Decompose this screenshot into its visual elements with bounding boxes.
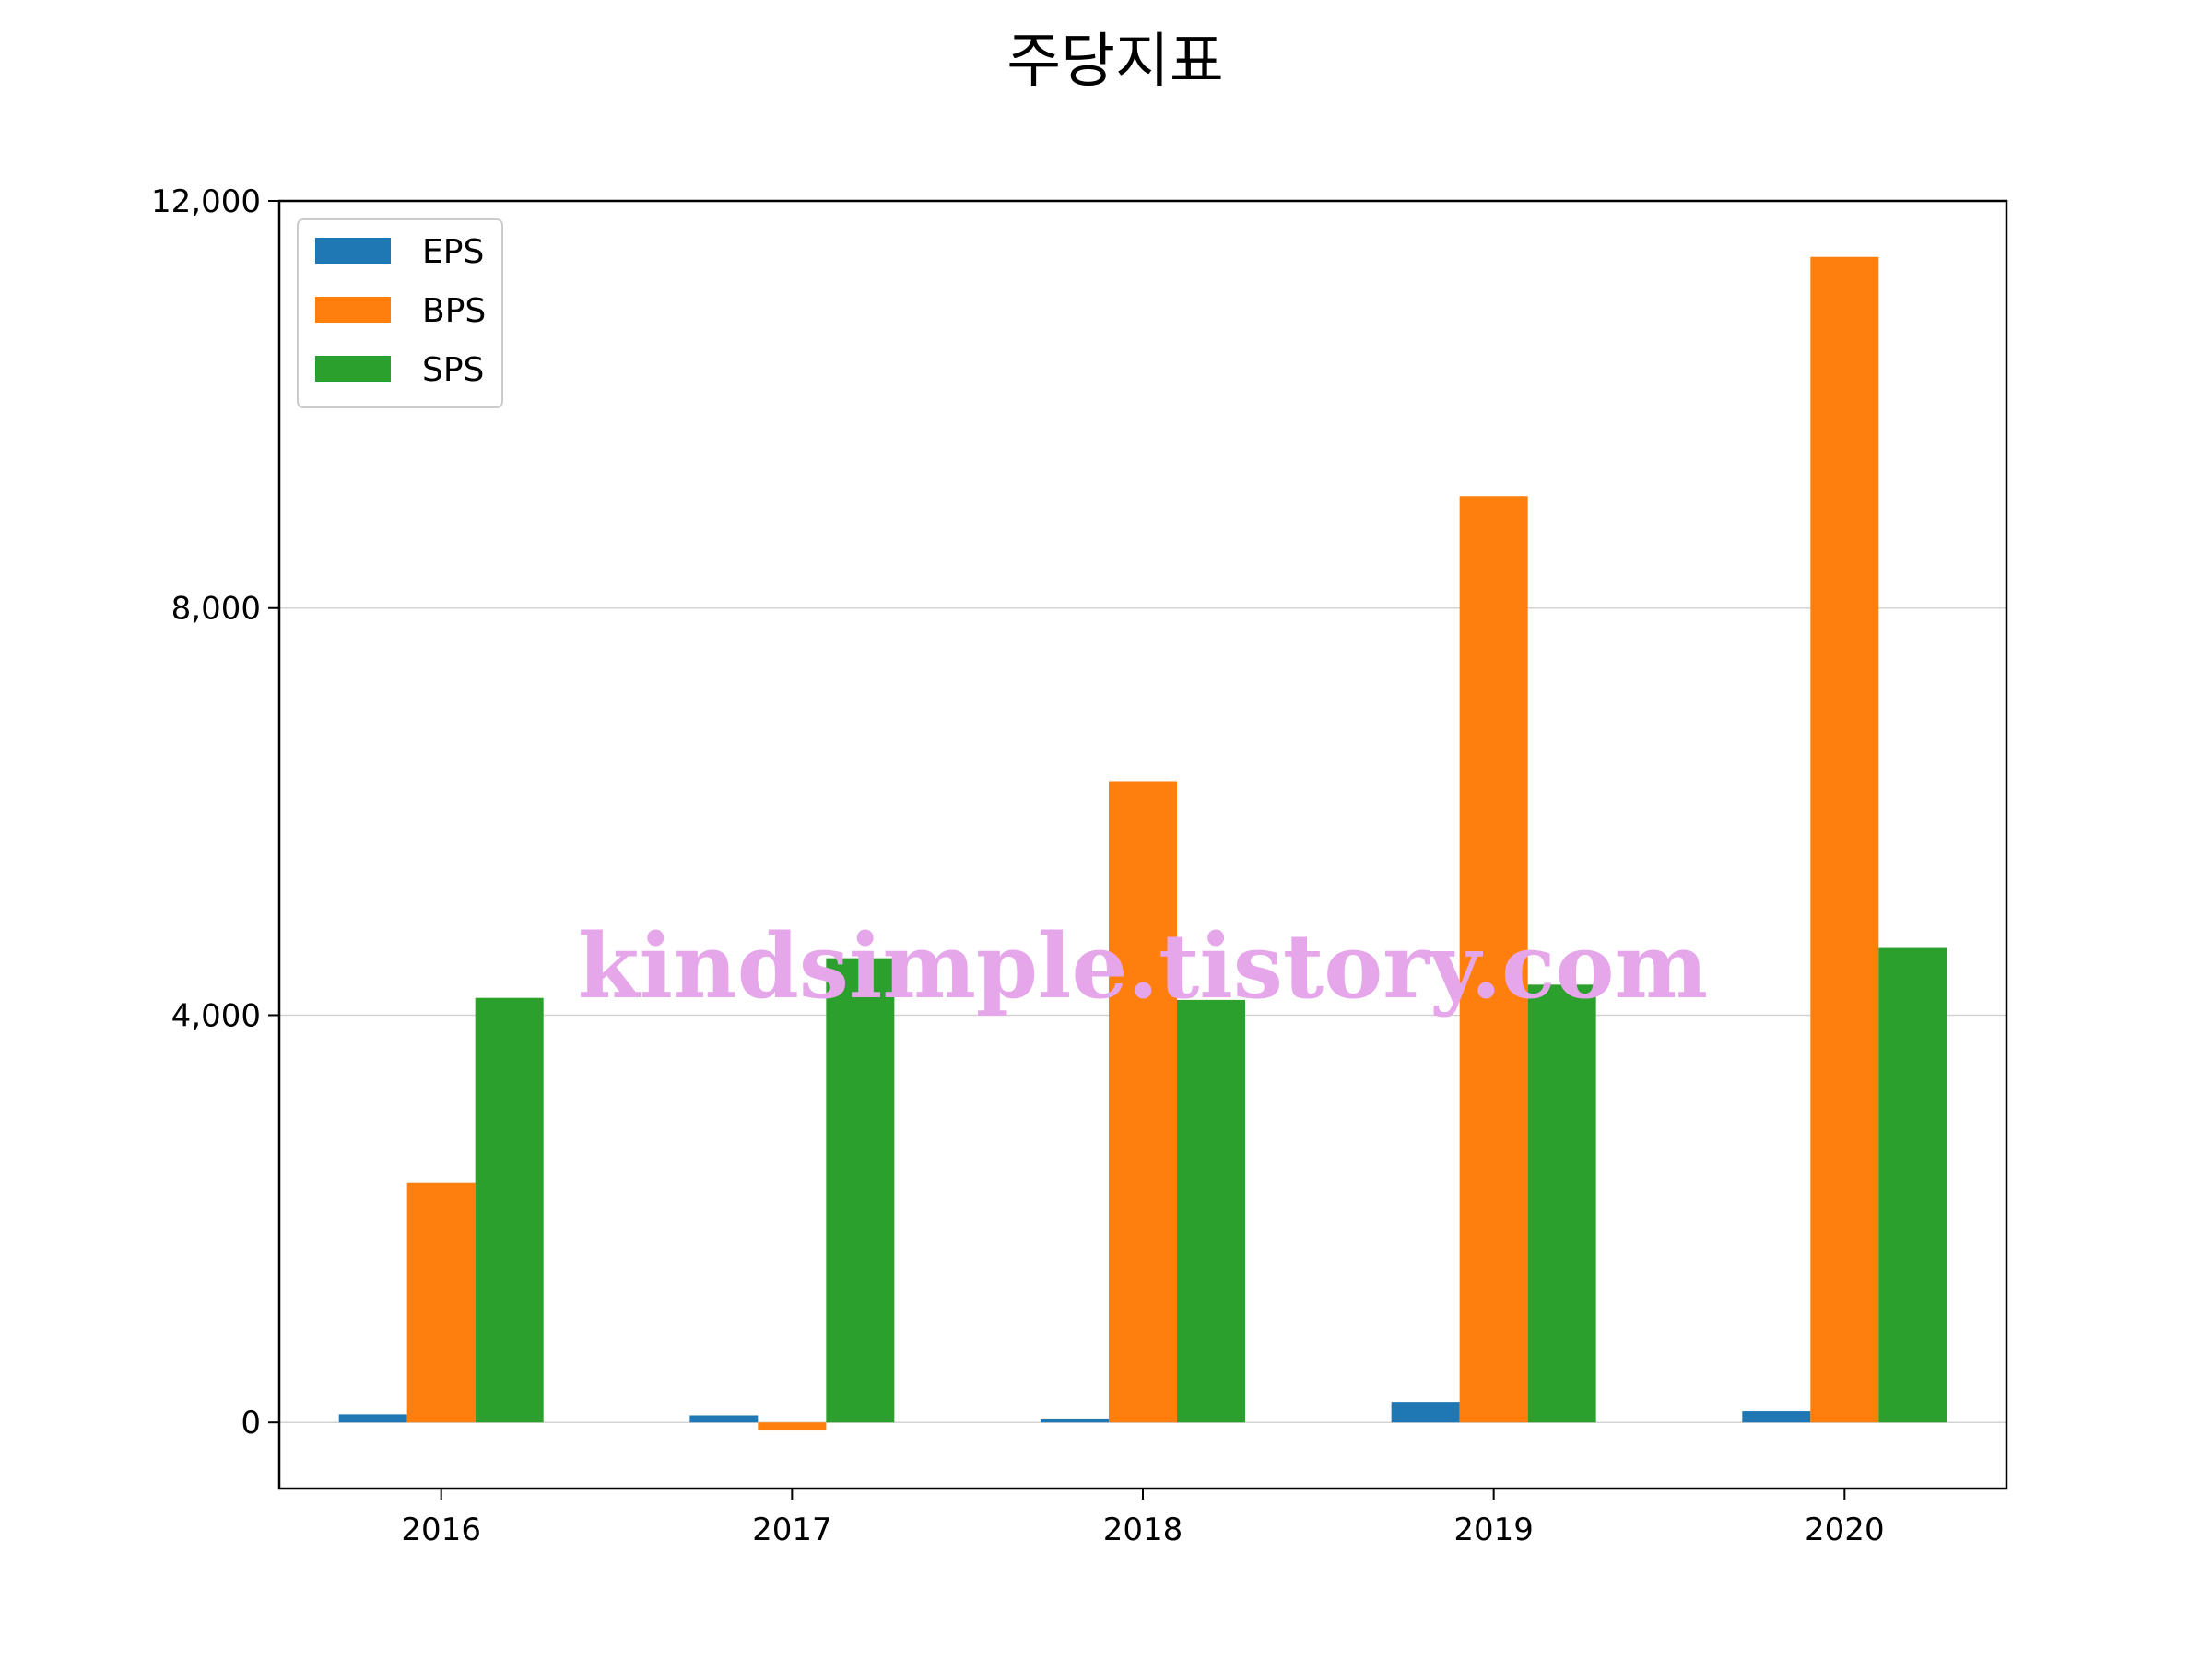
legend: EPS BPS SPS: [297, 218, 503, 408]
bar-sps-2016: [475, 997, 544, 1423]
legend-label-bps: BPS: [422, 292, 486, 330]
bar-eps-2016: [338, 1414, 407, 1423]
bar-sps-2019: [1527, 984, 1596, 1423]
legend-label-sps: SPS: [422, 351, 484, 389]
bar-bps-2020: [1810, 256, 1879, 1423]
bars: [338, 256, 1947, 1431]
bar-sps-2018: [1177, 999, 1245, 1423]
plot-frame: [277, 199, 2008, 1490]
bar-bps-2018: [1109, 781, 1177, 1423]
x-tick-label: 2018: [1103, 1512, 1183, 1548]
bar-eps-2018: [1041, 1418, 1109, 1423]
bar-eps-2017: [689, 1415, 759, 1423]
y-tick-label: 4,000: [171, 997, 261, 1034]
x-tick-label: 2017: [752, 1512, 832, 1548]
x-tick-label: 2016: [401, 1512, 481, 1548]
y-tick-label: 12,000: [151, 183, 261, 220]
bar-sps-2020: [1878, 947, 1947, 1423]
x-tick-label: 2020: [1805, 1512, 1885, 1548]
bar-eps-2020: [1742, 1411, 1811, 1423]
bar-bps-2019: [1459, 496, 1528, 1423]
x-tick-label: 2019: [1453, 1512, 1534, 1548]
y-tick-label: 8,000: [171, 591, 261, 628]
legend-swatch-bps: [315, 297, 391, 323]
legend-swatch-sps: [315, 356, 391, 382]
legend-swatch-eps: [315, 238, 391, 264]
bar-eps-2019: [1391, 1402, 1460, 1423]
bar-bps-2017: [758, 1422, 827, 1431]
y-tick-label: 0: [241, 1405, 261, 1441]
x-axis: 2016 2017 2018 2019 2020: [401, 1488, 1885, 1548]
watermark: kindsimple.tistory.com: [578, 914, 1708, 1018]
y-axis: 0 4,000 8,000 12,000: [151, 183, 279, 1441]
chart-title: 주당지표: [1006, 28, 1224, 96]
legend-label-eps: EPS: [422, 233, 484, 271]
bar-sps-2017: [826, 958, 895, 1423]
bar-bps-2016: [406, 1182, 476, 1423]
